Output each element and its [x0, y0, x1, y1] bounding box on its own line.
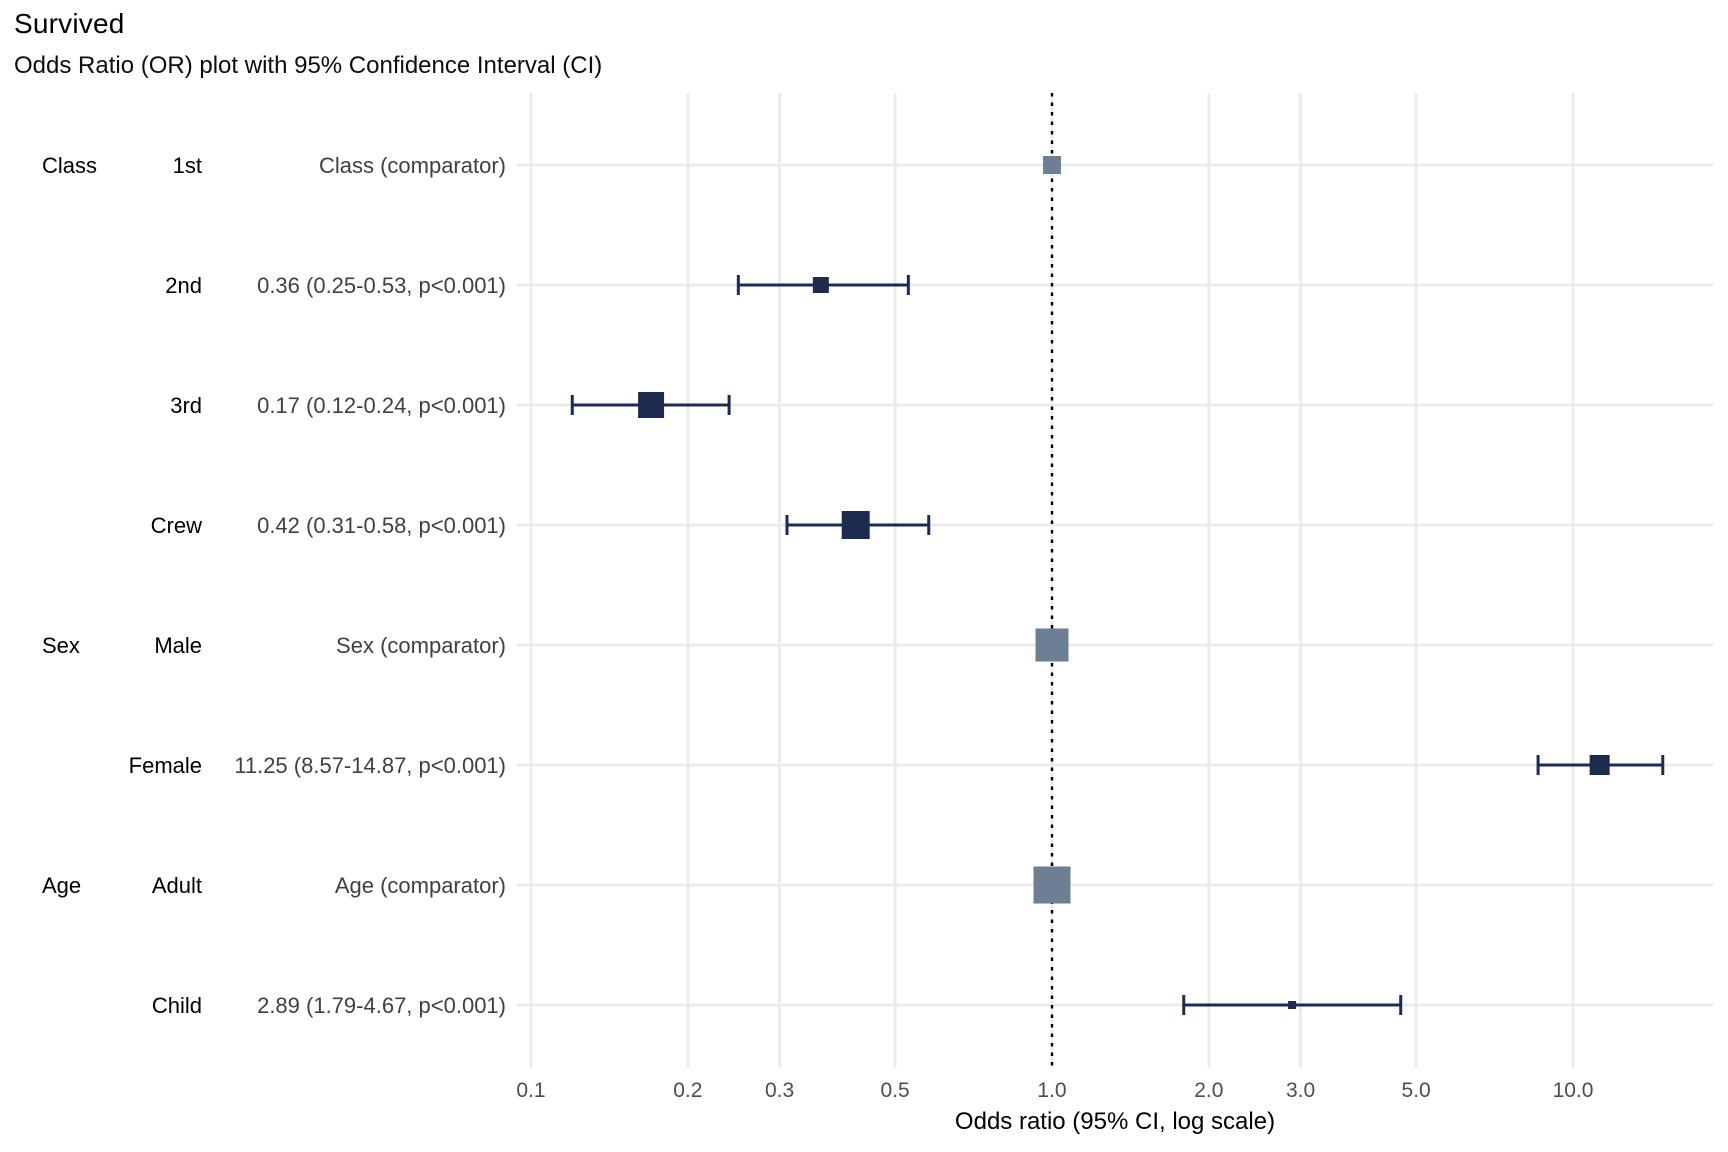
- row-variable-label: Class: [42, 153, 97, 178]
- x-tick-label: 5.0: [1402, 1079, 1431, 1102]
- x-tick-label: 2.0: [1194, 1079, 1223, 1102]
- plot-title: Survived: [14, 8, 125, 39]
- or-marker: [638, 392, 665, 418]
- row-estimate-label: 11.25 (8.57-14.87, p<0.001): [234, 753, 506, 778]
- row-level-label: Male: [154, 633, 202, 658]
- x-tick-label: 10.0: [1553, 1079, 1594, 1102]
- comparator-marker: [1033, 866, 1071, 904]
- row-variable-label: Age: [42, 873, 81, 898]
- row-level-label: Crew: [151, 513, 202, 538]
- comparator-marker: [1035, 628, 1069, 662]
- x-tick-label: 3.0: [1286, 1079, 1315, 1102]
- row-level-label: 3rd: [170, 393, 202, 418]
- row-variable-label: Sex: [42, 633, 80, 658]
- row-level-label: Female: [129, 753, 202, 778]
- row-level-label: 2nd: [165, 273, 202, 298]
- or-marker: [841, 511, 870, 539]
- row-estimate-label: Age (comparator): [335, 873, 506, 898]
- row-estimate-label: 0.42 (0.31-0.58, p<0.001): [257, 513, 506, 538]
- row-level-label: 1st: [173, 153, 202, 178]
- or-marker: [1589, 755, 1610, 775]
- x-tick-label: 1.0: [1037, 1079, 1066, 1102]
- row-level-label: Child: [152, 993, 202, 1018]
- row-level-label: Adult: [152, 873, 202, 898]
- x-tick-label: 0.2: [673, 1079, 702, 1102]
- row-estimate-label: Sex (comparator): [336, 633, 506, 658]
- row-estimate-label: 0.17 (0.12-0.24, p<0.001): [257, 393, 506, 418]
- comparator-marker: [1043, 156, 1061, 174]
- plot-subtitle: Odds Ratio (OR) plot with 95% Confidence…: [14, 52, 603, 79]
- row-estimate-label: 0.36 (0.25-0.53, p<0.001): [257, 273, 506, 298]
- or-marker: [1288, 1001, 1297, 1009]
- x-tick-label: 0.3: [765, 1079, 794, 1102]
- or-marker: [812, 277, 829, 293]
- x-tick-label: 0.1: [516, 1079, 545, 1102]
- x-tick-label: 0.5: [881, 1079, 910, 1102]
- x-axis-title: Odds ratio (95% CI, log scale): [955, 1108, 1275, 1135]
- row-estimate-label: 2.89 (1.79-4.67, p<0.001): [257, 993, 506, 1018]
- row-estimate-label: Class (comparator): [319, 153, 506, 178]
